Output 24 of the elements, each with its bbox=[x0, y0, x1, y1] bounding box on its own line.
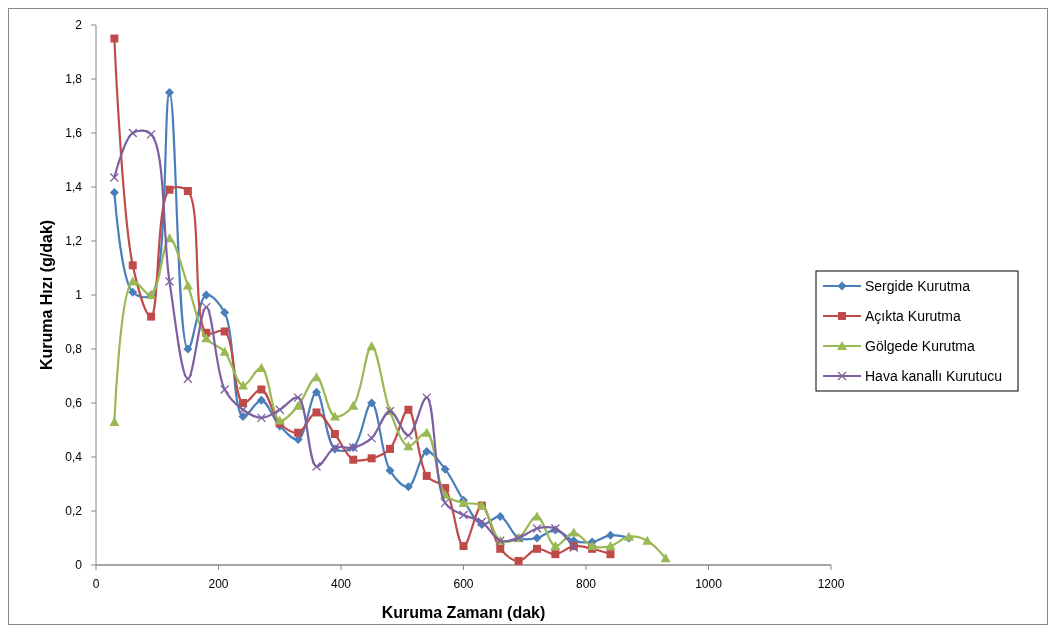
y-tick-label: 0 bbox=[75, 558, 83, 572]
y-tick-label: 1,4 bbox=[65, 180, 83, 194]
x-tick-label: 200 bbox=[208, 577, 229, 591]
x-tick-label: 0 bbox=[92, 577, 100, 591]
y-tick-label: 0,2 bbox=[65, 504, 83, 518]
legend-label: Sergide Kurutma bbox=[865, 278, 971, 294]
legend-label: Hava kanallı Kurutucu bbox=[865, 368, 1002, 384]
x-tick-label: 1000 bbox=[695, 577, 723, 591]
y-tick-label: 2 bbox=[75, 18, 83, 32]
y-tick-label: 0,8 bbox=[65, 342, 83, 356]
legend-label: Açıkta Kurutma bbox=[865, 308, 961, 324]
y-tick-label: 1,8 bbox=[65, 72, 83, 86]
x-tick-label: 400 bbox=[330, 577, 352, 591]
legend-label: Gölgede Kurutma bbox=[865, 338, 975, 354]
x-axis-title: Kuruma Zamanı (dak) bbox=[381, 604, 546, 621]
y-tick-label: 1,6 bbox=[65, 126, 83, 140]
y-tick-label: 0,6 bbox=[65, 396, 83, 410]
y-axis-title: Kuruma Hızı (g/dak) bbox=[38, 219, 55, 371]
y-tick-label: 1 bbox=[75, 288, 83, 302]
x-tick-label: 800 bbox=[575, 577, 597, 591]
x-tick-label: 1200 bbox=[817, 577, 845, 591]
y-tick-label: 0,4 bbox=[65, 450, 83, 464]
x-tick-label: 600 bbox=[453, 577, 474, 591]
y-tick-label: 1,2 bbox=[65, 234, 83, 248]
